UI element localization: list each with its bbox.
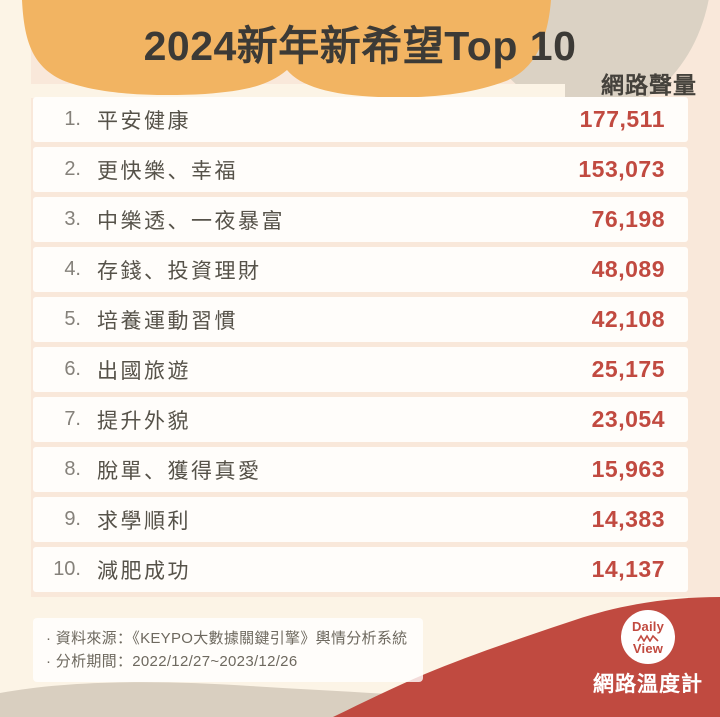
- page-title: 2024新年新希望Top 10: [143, 23, 577, 69]
- table-row: 9. 求學順利 14,383: [33, 497, 688, 542]
- table-row: 6. 出國旅遊 25,175: [33, 347, 688, 392]
- rank-label: 存錢、投資理財: [97, 259, 262, 283]
- rank-value: 15,963: [591, 456, 665, 482]
- rank-number: 1.: [64, 108, 81, 130]
- table-row: 2. 更快樂、幸福 153,073: [33, 147, 688, 192]
- rank-label: 減肥成功: [97, 559, 191, 583]
- rank-label: 培養運動習慣: [97, 309, 238, 333]
- source-line: · 資料來源：《KEYPO大數據關鍵引擎》輿情分析系統: [46, 630, 408, 647]
- rank-value: 14,383: [591, 506, 665, 532]
- rank-value: 14,137: [591, 556, 665, 582]
- orange-cloud-blob: [22, 0, 551, 98]
- rank-label: 脫單、獲得真愛: [97, 459, 262, 483]
- table-row: 3. 中樂透、一夜暴富 76,198: [33, 197, 688, 242]
- value-column-header: 網路聲量: [601, 72, 697, 98]
- table-row: 10. 減肥成功 14,137: [33, 547, 688, 592]
- rank-value: 48,089: [591, 256, 665, 282]
- period-line: · 分析期間：2022/12/27~2023/12/26: [46, 653, 298, 671]
- logo-daily-text: Daily: [631, 618, 665, 634]
- rank-value: 23,054: [591, 406, 665, 432]
- rank-number: 9.: [64, 508, 81, 530]
- rank-number: 5.: [64, 308, 81, 330]
- site-name: 網路溫度計: [593, 673, 703, 696]
- logo-view-text: View: [632, 640, 664, 656]
- rank-number: 8.: [64, 458, 81, 480]
- rank-label: 平安健康: [97, 109, 191, 133]
- source-info-box: · 資料來源：《KEYPO大數據關鍵引擎》輿情分析系統 · 分析期間：2022/…: [33, 618, 423, 682]
- dailyview-logo: Daily View: [621, 610, 675, 664]
- rank-number: 4.: [64, 258, 81, 280]
- rank-number: 6.: [64, 358, 81, 380]
- rank-number: 10.: [53, 558, 81, 580]
- rank-label: 更快樂、幸福: [97, 159, 238, 183]
- rank-value: 177,511: [579, 106, 665, 132]
- rank-number: 3.: [64, 208, 81, 230]
- rank-label: 中樂透、一夜暴富: [97, 209, 285, 233]
- table-row: 4. 存錢、投資理財 48,089: [33, 247, 688, 292]
- rank-value: 42,108: [591, 306, 665, 332]
- left-cream-strip: [0, 0, 31, 600]
- rank-label: 出國旅遊: [97, 359, 191, 383]
- rank-label: 提升外貌: [97, 409, 191, 433]
- heartbeat-zigzag-icon: [637, 633, 659, 642]
- rank-number: 2.: [64, 158, 81, 180]
- rank-label: 求學順利: [97, 509, 191, 533]
- ranking-list: 1. 平安健康 177,511 2. 更快樂、幸福 153,073 3. 中樂透…: [33, 97, 688, 597]
- rank-value: 25,175: [591, 356, 665, 382]
- rank-value: 153,073: [578, 156, 665, 182]
- rank-number: 7.: [64, 408, 81, 430]
- rank-value: 76,198: [591, 206, 665, 232]
- table-row: 1. 平安健康 177,511: [33, 97, 688, 142]
- header-decoration: [20, 0, 709, 115]
- table-row: 8. 脫單、獲得真愛 15,963: [33, 447, 688, 492]
- table-row: 7. 提升外貌 23,054: [33, 397, 688, 442]
- table-row: 5. 培養運動習慣 42,108: [33, 297, 688, 342]
